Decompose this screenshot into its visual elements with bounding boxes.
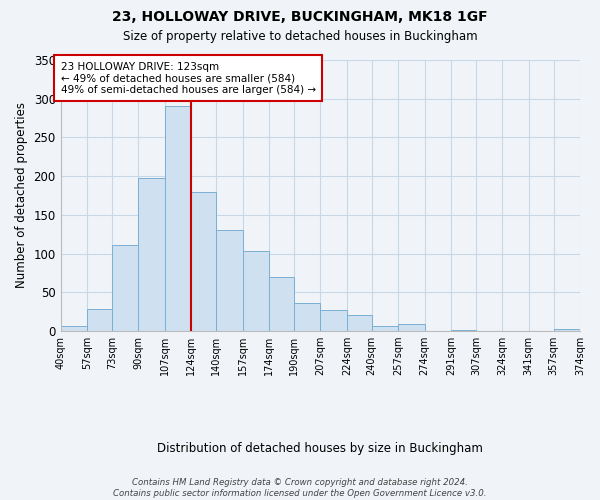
Bar <box>216 230 242 331</box>
Bar <box>451 330 476 331</box>
Bar <box>242 251 269 331</box>
Bar <box>398 324 425 331</box>
Bar <box>294 303 320 331</box>
Text: 23, HOLLOWAY DRIVE, BUCKINGHAM, MK18 1GF: 23, HOLLOWAY DRIVE, BUCKINGHAM, MK18 1GF <box>112 10 488 24</box>
X-axis label: Distribution of detached houses by size in Buckingham: Distribution of detached houses by size … <box>157 442 483 455</box>
Bar <box>191 192 216 331</box>
Text: Contains HM Land Registry data © Crown copyright and database right 2024.
Contai: Contains HM Land Registry data © Crown c… <box>113 478 487 498</box>
Bar <box>139 178 165 331</box>
Bar <box>347 316 371 331</box>
Bar <box>87 308 112 331</box>
Bar <box>269 277 294 331</box>
Bar <box>371 326 398 331</box>
Bar <box>112 245 139 331</box>
Text: Size of property relative to detached houses in Buckingham: Size of property relative to detached ho… <box>122 30 478 43</box>
Y-axis label: Number of detached properties: Number of detached properties <box>15 102 28 288</box>
Bar <box>165 106 191 331</box>
Bar <box>320 310 347 331</box>
Bar <box>61 326 87 331</box>
Text: 23 HOLLOWAY DRIVE: 123sqm
← 49% of detached houses are smaller (584)
49% of semi: 23 HOLLOWAY DRIVE: 123sqm ← 49% of detac… <box>61 62 316 94</box>
Bar <box>554 330 580 331</box>
